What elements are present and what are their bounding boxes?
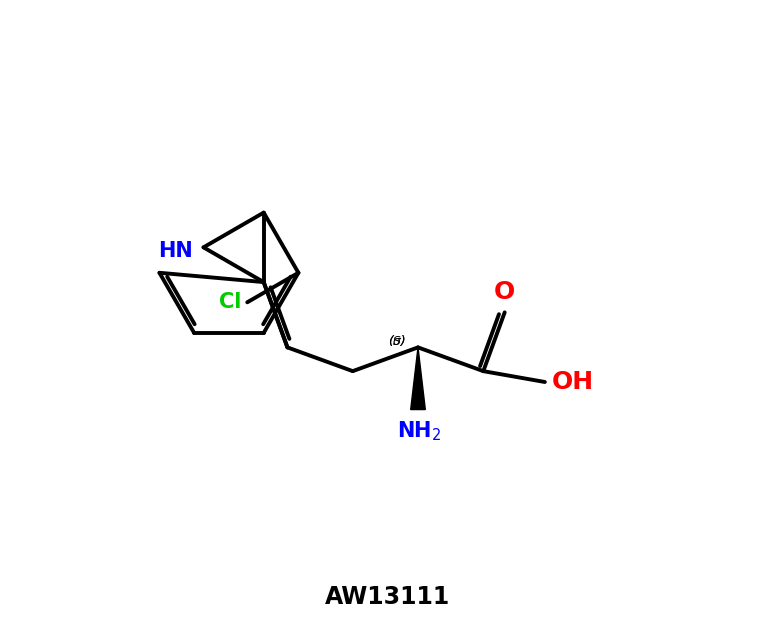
Text: (S): (S)	[388, 335, 406, 348]
Text: NH$_2$: NH$_2$	[397, 419, 442, 443]
Text: O: O	[494, 280, 515, 304]
Text: AW13111: AW13111	[325, 585, 451, 609]
Text: OH: OH	[553, 370, 594, 394]
Text: HN: HN	[158, 241, 192, 261]
Text: Cl: Cl	[219, 292, 241, 312]
Polygon shape	[411, 347, 425, 410]
Text: (σ): (σ)	[388, 335, 406, 348]
